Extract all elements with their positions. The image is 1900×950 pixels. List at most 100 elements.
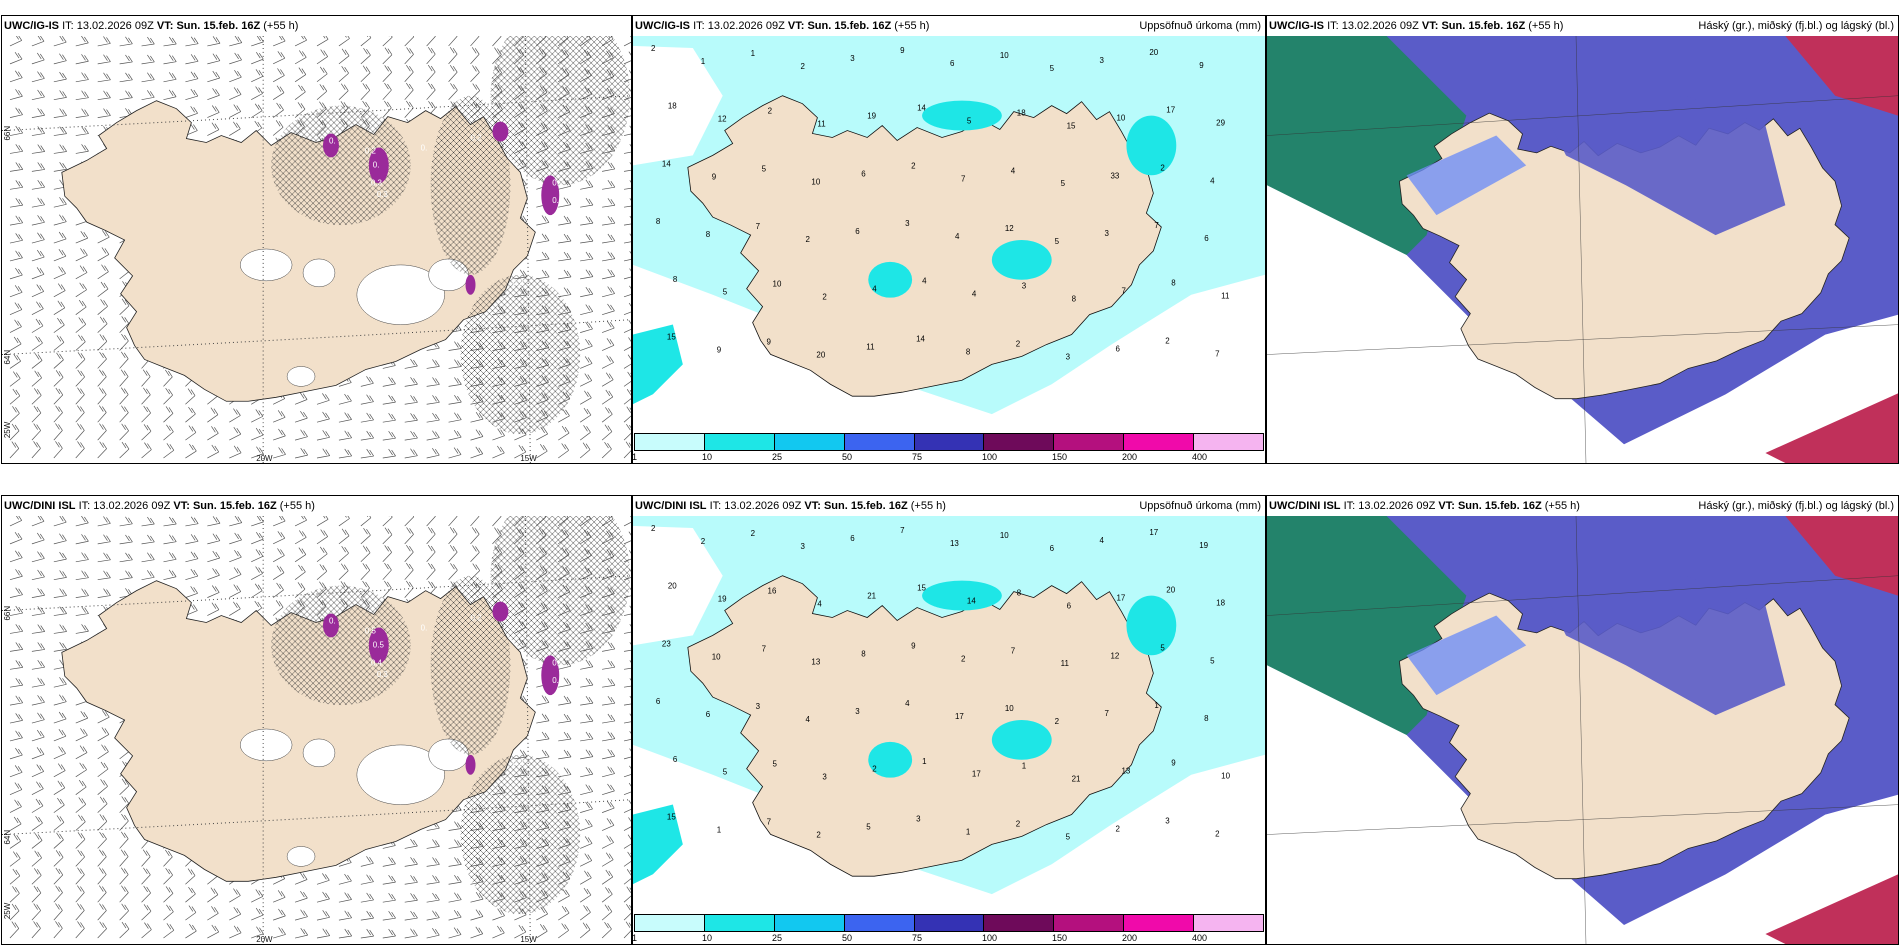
precip-value: 7 (767, 817, 772, 826)
precip-blob (322, 613, 339, 638)
precip-value: 3 (800, 542, 805, 551)
colorbar-swatch (1054, 915, 1125, 931)
colorbar-swatch (704, 915, 775, 931)
colorbar-swatch (635, 915, 705, 931)
precip-value: 2 (1160, 163, 1165, 172)
precip-10mm-area (1126, 595, 1177, 656)
precip-value: 0.2 (471, 614, 483, 623)
precip-value: 5 (866, 822, 871, 831)
precip-blob (492, 121, 509, 142)
precip-value: 2 (1115, 824, 1120, 833)
precip-value: 10 (1116, 114, 1125, 123)
precip-value: 14 (916, 334, 925, 343)
precip-value: 0. (329, 617, 336, 626)
colorbar-label: 25 (771, 452, 782, 462)
colorbar-swatch (1054, 434, 1125, 450)
precip-10mm-area (633, 324, 683, 405)
colorbar-label: 100 (982, 452, 998, 462)
precip-map-svg: 2223671310641719201916421151486172018231… (633, 516, 1265, 914)
lead-time: (+55 h) (1528, 20, 1564, 32)
colorbar-swatch (914, 434, 985, 450)
precip-value: 2 (701, 537, 706, 546)
lat-label: 66N (3, 606, 12, 621)
precip-value: 20 (1149, 48, 1158, 57)
issue-time: 13.02.2026 09Z (93, 500, 171, 512)
precip-value: 0.3 (377, 190, 389, 199)
precip-value: 16 (768, 587, 777, 596)
colorbar-label: 50 (842, 933, 853, 943)
precip-value: 7 (1215, 349, 1220, 358)
iceland-land (61, 100, 536, 402)
panel-cloud-igis: UWC/IG-IS IT: 13.02.2026 09Z VT: Sun. 15… (1266, 15, 1899, 464)
precip-value: 1 (922, 757, 927, 766)
precip-value: 2 (1165, 336, 1170, 345)
precip-value: 5 (1066, 832, 1071, 841)
valid-time: Sun. 15.feb. 16Z (823, 500, 908, 512)
lead-time: (+55 h) (279, 500, 315, 512)
precip-value: 0. (329, 137, 336, 146)
valid-time: Sun. 15.feb. 16Z (1457, 500, 1542, 512)
precip-value: 4 (1100, 536, 1105, 545)
precip-colorbar: 1 10 25 50 75 100 150 200 400 (633, 914, 1265, 944)
precip-blob (465, 274, 476, 295)
cloud-map-svg (1267, 516, 1898, 944)
precip-value: 2 (768, 107, 773, 116)
precip-blob (368, 147, 389, 184)
panel-precip-dini: UWC/DINI ISL IT: 13.02.2026 09Z VT: Sun.… (632, 495, 1266, 945)
precip-value: 5 (723, 768, 728, 777)
precip-value: 5 (773, 760, 778, 769)
precip-value: 0.2 (552, 196, 564, 205)
precip-value: 7 (756, 222, 761, 231)
glacier (302, 258, 336, 288)
colorbar-label: 50 (842, 452, 853, 462)
precip-value: 2 (816, 830, 821, 839)
precip-value: 3 (822, 773, 827, 782)
precip-value: 6 (1050, 544, 1055, 553)
glacier (286, 846, 316, 867)
precip-value: 10 (1000, 51, 1009, 60)
precip-blob (465, 754, 476, 775)
precip-value: 6 (855, 227, 860, 236)
precip-value: 6 (1115, 344, 1120, 353)
precip-value: 4 (805, 715, 810, 724)
wind-map-svg: 0. 0.2 0. 0.3 0. 0.3 0.2 0.2 0.2 0.2 66N 64N 25W 20W 1… (2, 36, 631, 463)
lead-time: (+55 h) (263, 20, 299, 32)
lon-label: 15W (520, 454, 537, 463)
precip-value: 21 (1072, 775, 1081, 784)
precip-value: 1 (1022, 762, 1027, 771)
precip-value: 8 (861, 649, 866, 658)
precip-value: 2 (872, 765, 877, 774)
precip-value: 6 (950, 59, 955, 68)
precip-value: 5 (1160, 643, 1165, 652)
field-title: Uppsöfnuð úrkoma (mm) (1139, 500, 1261, 512)
low-cloud (1546, 575, 1786, 716)
field-title: Uppsöfnuð úrkoma (mm) (1139, 20, 1261, 32)
precip-value: 1 (717, 825, 722, 834)
precip-10mm-area (868, 741, 913, 778)
precip-value: 0.2 (512, 758, 524, 767)
precip-value: 21 (867, 592, 876, 601)
colorbar-swatch (984, 915, 1055, 931)
precip-value: 5 (1050, 64, 1055, 73)
precip-10mm-area (991, 719, 1052, 760)
colorbar-swatch (984, 434, 1055, 450)
glacier (286, 366, 316, 387)
precip-value: 13 (950, 539, 959, 548)
valid-time: Sun. 15.feb. 16Z (807, 20, 892, 32)
precip-value: 7 (961, 174, 966, 183)
panel-header: UWC/IG-IS IT: 13.02.2026 09Z VT: Sun. 15… (2, 16, 631, 36)
precip-value: 1 (966, 827, 971, 836)
precip-blob (541, 175, 560, 216)
colorbar-swatch (1194, 434, 1264, 450)
precip-value: 20 (816, 350, 825, 359)
model-name: UWC/IG-IS (635, 20, 690, 32)
precip-value: 4 (905, 699, 910, 708)
panel-wind-igis: UWC/IG-IS IT: 13.02.2026 09Z VT: Sun. 15… (1, 15, 632, 464)
precip-value: 12 (1005, 224, 1014, 233)
precip-blob (368, 627, 389, 664)
model-name: UWC/IG-IS (1269, 20, 1324, 32)
colorbar-swatch (1124, 434, 1195, 450)
precip-value: 20 (668, 582, 677, 591)
precip-value: 17 (955, 712, 964, 721)
precip-value: 11 (1221, 292, 1230, 301)
